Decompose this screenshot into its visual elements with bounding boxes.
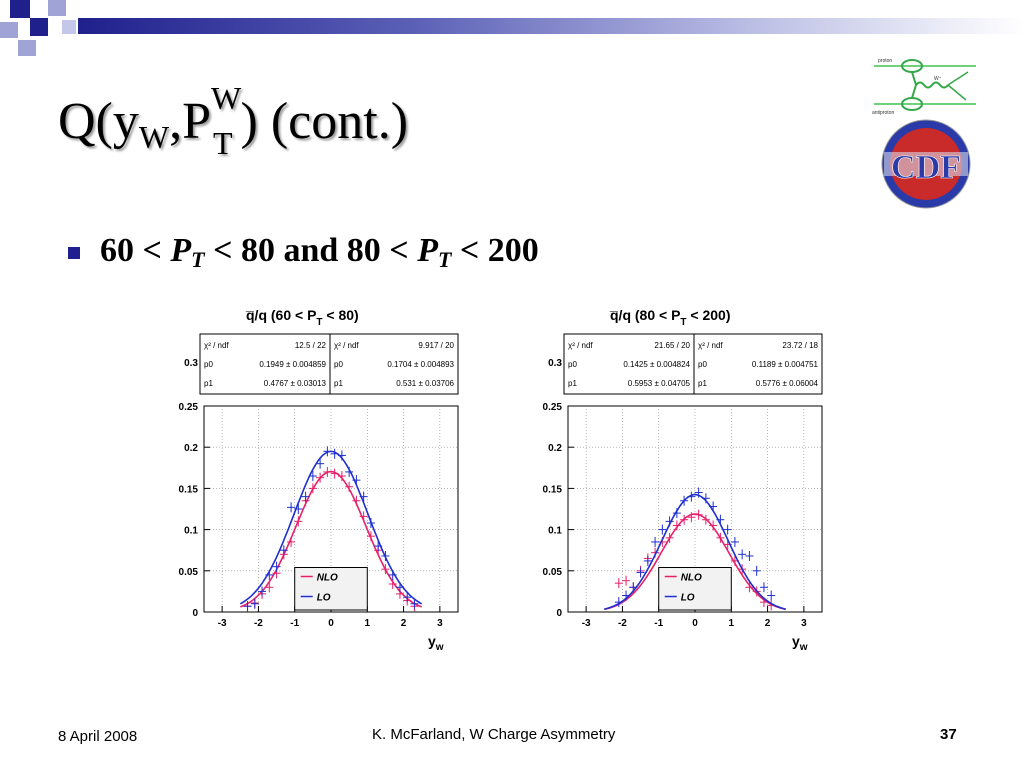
stats-box [199, 333, 459, 395]
x-tick-label: 1 [365, 618, 371, 629]
y-tick-label: 0.15 [179, 484, 199, 495]
chart-title: q̅/q (80 < PT < 200) [609, 307, 731, 328]
stats-row-name: χ² / ndf [204, 341, 229, 350]
logo-label-proton: proton [878, 58, 892, 64]
stats-row-name-2: p0 [698, 360, 707, 369]
x-tick-label: 2 [401, 618, 407, 629]
logo-label-antiproton: antiproton [872, 110, 894, 116]
x-tick-label: 3 [437, 618, 443, 629]
y-tick-label: 0.25 [543, 402, 563, 413]
bullet-marker [68, 247, 80, 259]
x-tick-label: -1 [654, 618, 663, 629]
x-tick-label: -3 [582, 618, 591, 629]
stats-row-value-2: 9.917 / 20 [418, 341, 454, 350]
stats-row-name-2: p0 [334, 360, 343, 369]
footer-page-number: 37 [940, 726, 957, 743]
x-axis-label: yw [792, 633, 808, 652]
legend-label-nlo: NLO [681, 573, 702, 584]
fit-curve-lo [604, 493, 786, 610]
footer-author: K. McFarland, W Charge Asymmetry [372, 726, 616, 743]
x-tick-label: -1 [290, 618, 299, 629]
x-axis-label: yw [428, 633, 444, 652]
y-tick-label: 0.1 [184, 526, 198, 537]
stats-row-value-1: 0.5953 ± 0.04705 [628, 379, 691, 388]
header-gradient-bar [78, 18, 1024, 34]
y-tick-label: 0.05 [179, 567, 199, 578]
legend-box [658, 567, 732, 611]
stats-row-value-1: 0.1949 ± 0.004859 [259, 360, 326, 369]
stats-row-value-1: 0.1425 ± 0.004824 [623, 360, 690, 369]
x-tick-label: 1 [729, 618, 735, 629]
stats-row-value-2: 0.1704 ± 0.004893 [387, 360, 454, 369]
stats-row-name-2: χ² / ndf [334, 341, 359, 350]
chart-title: q̅/q (60 < PT < 80) [245, 307, 359, 328]
slide-title: Q(yW,P W T) (cont.) [58, 80, 409, 161]
fit-curve-nlo [604, 513, 786, 611]
y-tick-label: 0 [556, 608, 562, 619]
x-tick-label: 0 [692, 618, 698, 629]
x-tick-label: 2 [765, 618, 771, 629]
corner-squares-decoration [0, 0, 78, 58]
stats-row-value-2: 0.531 ± 0.03706 [396, 379, 454, 388]
y-tick-label: 0.2 [548, 443, 562, 454]
legend-label-lo: LO [681, 593, 695, 604]
x-tick-label: -2 [254, 618, 263, 629]
logo-label-w: W⁺ [934, 76, 942, 82]
y-tick-label: 0.1 [548, 526, 562, 537]
y-tick-label: 0.15 [543, 484, 563, 495]
stats-row-value-1: 0.4767 ± 0.03013 [264, 379, 327, 388]
stats-row-value-2: 0.5776 ± 0.06004 [756, 379, 819, 388]
y-tick-label-top: 0.3 [548, 358, 562, 369]
stats-row-name-2: p1 [698, 379, 707, 388]
chart-80-200: q̅/q (80 < PT < 200) χ² / ndf 21.65 / 20 χ²… [543, 307, 823, 652]
logo-cdf-text: CDF [891, 149, 961, 186]
stats-row-name: p1 [204, 379, 213, 388]
stats-row-name: χ² / ndf [568, 341, 593, 350]
y-tick-label-top: 0.3 [184, 358, 198, 369]
stats-row-value-2: 23.72 / 18 [782, 341, 818, 350]
chart-60-80: q̅/q (60 < PT < 80) χ² / ndf 12.5 / 22 χ² /… [179, 307, 459, 652]
legend-label-lo: LO [317, 593, 331, 604]
x-tick-label: -3 [218, 618, 227, 629]
stats-row-name-2: χ² / ndf [698, 341, 723, 350]
cdf-logo: proton W⁺ antiproton CDF [866, 52, 984, 209]
stats-row-value-1: 12.5 / 22 [295, 341, 327, 350]
feynman-diagram-icon [874, 59, 976, 111]
stats-row-value-1: 21.65 / 20 [654, 341, 690, 350]
footer-date: 8 April 2008 [58, 728, 138, 745]
x-tick-label: -2 [618, 618, 627, 629]
stats-box [563, 333, 823, 395]
legend-label-nlo: NLO [317, 573, 338, 584]
y-tick-label: 0.25 [179, 402, 199, 413]
y-tick-label: 0.05 [543, 567, 563, 578]
stats-row-name-2: p1 [334, 379, 343, 388]
x-tick-label: 0 [328, 618, 334, 629]
stats-row-name: p1 [568, 379, 577, 388]
x-tick-label: 3 [801, 618, 807, 629]
stats-row-value-2: 0.1189 ± 0.004751 [752, 360, 819, 369]
legend-box [294, 567, 368, 611]
y-tick-label: 0.2 [184, 443, 198, 454]
stats-row-name: p0 [568, 360, 577, 369]
bullet-text: 60 < PT < 80 and 80 < PT < 200 [100, 232, 539, 272]
stats-row-name: p0 [204, 360, 213, 369]
y-tick-label: 0 [192, 608, 198, 619]
